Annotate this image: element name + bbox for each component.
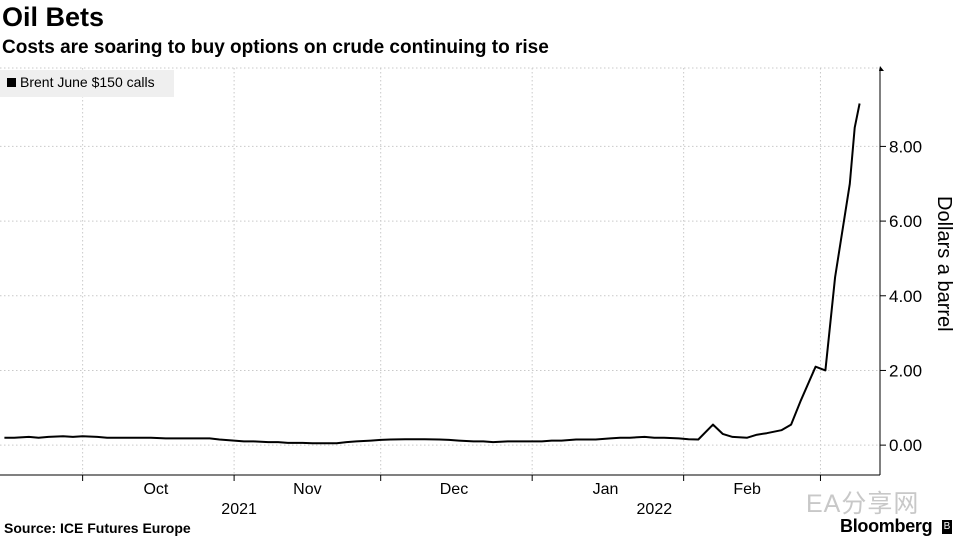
x-tick-label: Oct <box>143 481 168 498</box>
series-line-brent-june-150-calls <box>4 103 861 445</box>
x-tick-label: Jan <box>593 481 619 498</box>
source-note: Source: ICE Futures Europe <box>4 520 191 536</box>
y-tick-label: 8.00 <box>889 137 922 156</box>
legend-swatch <box>7 78 16 87</box>
y-tick-label: 0.00 <box>889 436 922 455</box>
chart-title: Oil Bets <box>2 2 105 32</box>
x-year-label: 2021 <box>221 501 257 518</box>
chart-subtitle: Costs are soaring to buy options on crud… <box>2 37 549 58</box>
y-tick-label: 2.00 <box>889 361 922 380</box>
legend-label: Brent June $150 calls <box>20 74 155 90</box>
bloomberg-mark-icon: B <box>942 520 952 534</box>
y-axis-arrow-icon <box>879 66 884 71</box>
y-tick-label: 4.00 <box>889 287 922 306</box>
y-tick-label: 6.00 <box>889 212 922 231</box>
y-axis-label: Dollars a barrel <box>933 196 955 332</box>
watermark-text: EA分享网 <box>806 490 920 518</box>
x-tick-label: Dec <box>440 481 468 498</box>
x-tick-label: Feb <box>733 481 761 498</box>
x-year-label: 2022 <box>637 501 673 518</box>
bloomberg-logo: Bloomberg <box>840 516 933 536</box>
legend-box <box>0 70 174 97</box>
x-tick-label: Nov <box>293 481 321 498</box>
